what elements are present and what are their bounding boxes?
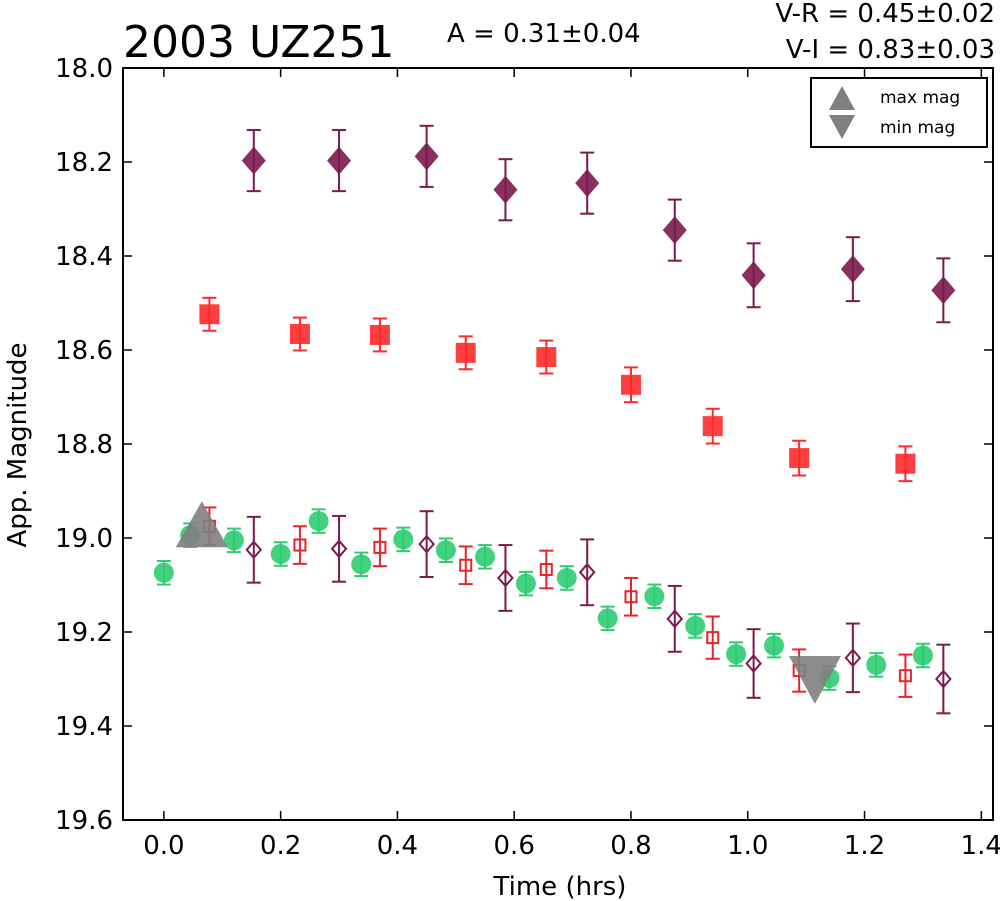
data-point [241,146,266,175]
data-point [685,615,706,636]
data-point [327,146,352,175]
data-point [745,653,762,674]
data-point [199,304,220,325]
min-mag-marker [788,655,841,704]
legend-min-label: min mag [880,118,955,138]
data-point [497,568,514,588]
data-point [475,546,496,567]
data-point [620,374,641,395]
data-point [666,609,684,629]
data-point [844,648,862,668]
data-point [536,347,557,368]
x-tick-label: 1.4 [961,831,1000,861]
y-tick-label: 19.6 [55,806,113,836]
x-axis-label: Time (hrs) [493,872,627,901]
legend: max mag min mag [810,77,988,148]
data-point [840,255,865,284]
x-tick-label: 0.6 [494,831,535,861]
data-point [418,534,435,554]
data-point [539,562,553,576]
data-point [726,644,747,665]
data-point [789,448,810,469]
data-point [459,558,473,572]
data-point [764,635,785,656]
data-point [644,586,665,607]
data-point [706,631,720,645]
y-axis-label: App. Magnitude [3,342,33,547]
data-point [866,654,887,675]
y-tick-label: 18.4 [55,242,113,272]
max-mag-marker [175,501,228,548]
data-point [414,142,439,171]
data-point [153,562,174,583]
y-tick-label: 19.0 [55,524,113,554]
data-point [223,530,244,551]
plot-area: 0.0 0.2 0.4 0.6 0.8 1.0 1.2 1.4 18.0 18.2 18.4 18.6… [55,54,1000,861]
x-tick-label: 1.0 [727,831,768,861]
data-point [308,511,329,532]
chart-title: 2003 UZ251 [123,17,395,68]
data-point [741,261,766,290]
legend-max-label: max mag [880,88,960,108]
x-tick-label: 1.2 [844,831,885,861]
data-point [373,540,387,554]
data-point [270,543,291,564]
data-point [662,216,687,245]
amplitude-label: A = 0.31±0.04 [447,19,641,49]
data-point [895,453,916,474]
data-point [931,276,956,305]
data-point [935,669,952,689]
data-point [493,175,518,204]
y-tick-label: 18.6 [55,336,113,366]
data-point [330,539,348,559]
data-point [575,169,600,198]
y-tick-label: 18.8 [55,430,113,460]
data-point [393,529,414,550]
data-point [597,608,618,629]
legend-max-marker [829,86,855,110]
y-tick-label: 19.2 [55,618,113,648]
color-index-vi: V-I = 0.83±0.03 [786,35,995,65]
data-point [624,590,638,604]
data-point [515,573,536,594]
data-point [293,538,307,552]
data-point [702,416,723,437]
y-tick-label: 18.0 [55,54,113,84]
data-point [245,540,263,560]
data-point [898,669,912,683]
data-point [351,554,372,575]
data-point [289,324,310,345]
x-tick-label: 0.8 [610,831,651,861]
data-point [435,540,456,561]
data-point [455,342,476,363]
x-tick-label: 0.2 [260,831,301,861]
data-point [369,324,390,345]
y-tick-label: 18.2 [55,148,113,178]
y-tick-label: 19.4 [55,712,113,742]
color-index-vr: V-R = 0.45±0.02 [775,0,995,29]
data-point [578,562,596,582]
x-tick-label: 0.0 [143,831,184,861]
data-point [912,645,933,666]
x-tick-label: 0.4 [377,831,418,861]
data-point [556,567,577,588]
legend-min-marker [829,115,855,139]
